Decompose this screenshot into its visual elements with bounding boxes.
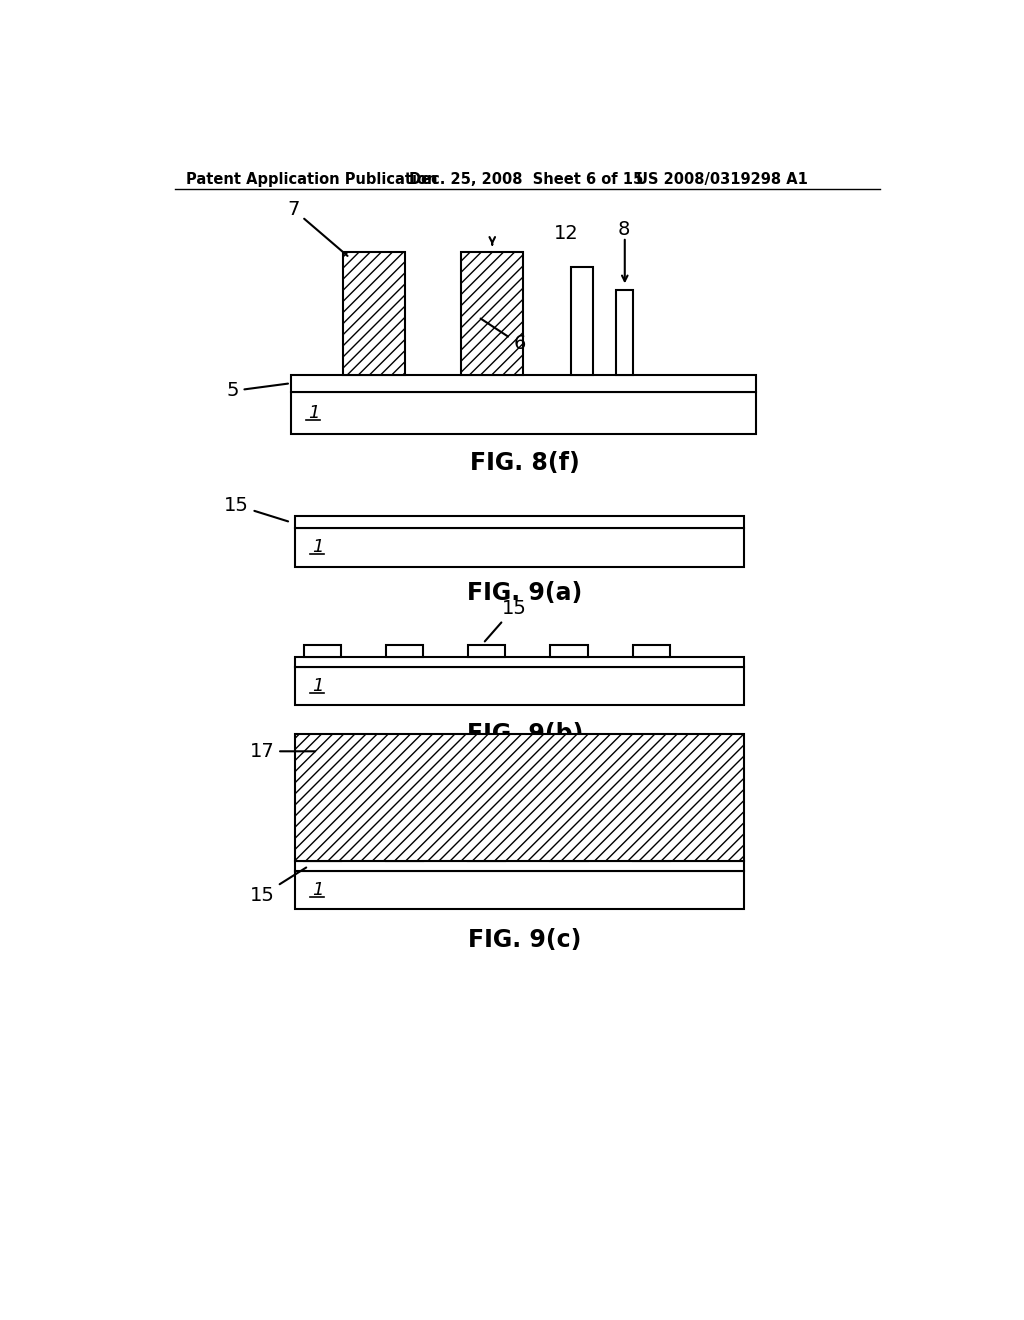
Bar bbox=[295, 657, 744, 667]
Bar bbox=[633, 645, 670, 657]
Text: 5: 5 bbox=[226, 381, 288, 400]
Bar bbox=[550, 645, 588, 657]
Bar bbox=[468, 645, 506, 657]
Text: Patent Application Publication: Patent Application Publication bbox=[186, 172, 437, 186]
Bar bbox=[295, 667, 744, 705]
Text: 1: 1 bbox=[308, 404, 319, 422]
Bar bbox=[616, 290, 633, 375]
Text: FIG. 8(f): FIG. 8(f) bbox=[470, 450, 580, 475]
Bar bbox=[343, 252, 406, 375]
Bar bbox=[571, 267, 593, 375]
Text: FIG. 9(b): FIG. 9(b) bbox=[467, 722, 583, 746]
Text: 1: 1 bbox=[311, 880, 324, 899]
Text: 1: 1 bbox=[311, 677, 324, 694]
Bar bbox=[304, 849, 341, 862]
Bar bbox=[295, 734, 744, 862]
Text: FIG. 9(a): FIG. 9(a) bbox=[467, 581, 583, 606]
Bar bbox=[291, 375, 756, 392]
Bar bbox=[633, 849, 670, 862]
Bar bbox=[468, 849, 506, 862]
Text: 7: 7 bbox=[287, 199, 347, 256]
Bar bbox=[295, 862, 744, 871]
Bar bbox=[295, 528, 744, 566]
Bar bbox=[386, 849, 423, 862]
Text: 12: 12 bbox=[554, 224, 579, 243]
Bar bbox=[291, 392, 756, 434]
Bar bbox=[386, 645, 423, 657]
Bar bbox=[295, 516, 744, 528]
Bar bbox=[295, 871, 744, 909]
Text: 6: 6 bbox=[480, 318, 525, 354]
Bar bbox=[304, 645, 341, 657]
Text: 1: 1 bbox=[311, 539, 324, 556]
Text: 8: 8 bbox=[617, 219, 630, 239]
Text: US 2008/0319298 A1: US 2008/0319298 A1 bbox=[636, 172, 808, 186]
Text: FIG. 9(c): FIG. 9(c) bbox=[468, 928, 582, 952]
Bar bbox=[550, 849, 588, 862]
Bar bbox=[461, 252, 523, 375]
Text: 15: 15 bbox=[224, 496, 288, 521]
Text: Dec. 25, 2008  Sheet 6 of 15: Dec. 25, 2008 Sheet 6 of 15 bbox=[409, 172, 643, 186]
Text: 15: 15 bbox=[250, 867, 306, 904]
Text: 17: 17 bbox=[250, 742, 315, 760]
Text: 15: 15 bbox=[484, 598, 526, 642]
